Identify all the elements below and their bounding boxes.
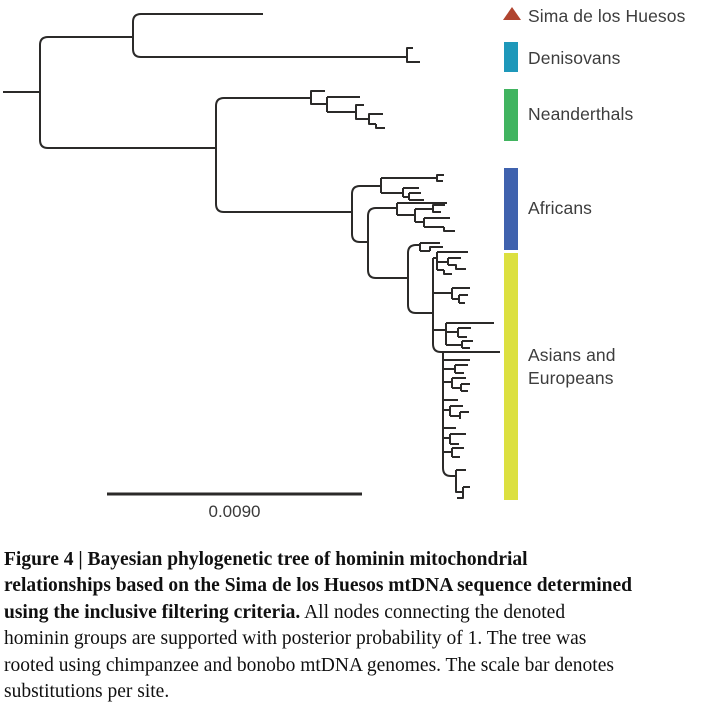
caption-bold-text: using the inclusive filtering criteria. [4,601,301,623]
legend-label-africans: Africans [528,198,593,218]
caption-line: Figure 4 | Bayesian phylogenetic tree of… [4,547,716,573]
denisovans-clade-bar [504,42,518,72]
african-clade [380,174,455,314]
caption-line: hominin groups are supported with poster… [4,626,716,652]
legend-label-sima: Sima de los Huesos [528,6,686,26]
eurasian-clade [432,251,500,499]
phylogenetic-tree [3,13,500,499]
tree-branches [3,13,500,499]
asians-europeans-clade-bar [504,253,518,500]
caption-line: using the inclusive filtering criteria. … [4,600,716,626]
figure-caption: Figure 4 | Bayesian phylogenetic tree of… [4,547,716,704]
caption-bold-text: relationships based on the Sima de los H… [4,575,633,597]
tree-skeleton [3,13,420,213]
legend-label-denisovans: Denisovans [528,48,621,68]
caption-text: All nodes connecting the denoted [300,601,566,623]
modern-human-skeleton [351,185,408,279]
caption-text: substitutions per site. [4,681,170,703]
caption-bold-text: Figure 4 | Bayesian phylogenetic tree of… [4,549,528,570]
scale-bar-value: 0.0090 [208,502,261,521]
africans-clade-bar [504,168,518,250]
caption-line: relationships based on the Sima de los H… [4,573,716,599]
neanderthals-clade-bar [504,89,518,141]
legend-label-neanderthals: Neanderthals [528,104,634,124]
figure-4-panel: Sima de los Huesos Denisovans Neandertha… [3,6,686,521]
sima-triangle-icon [503,7,521,20]
neanderthal-clade [310,90,385,129]
caption-line: rooted using chimpanzee and bonobo mtDNA… [4,653,716,679]
caption-text: rooted using chimpanzee and bonobo mtDNA… [4,654,614,676]
legend-label-asians-europeans: Asians and Europeans [528,345,616,388]
caption-line: substitutions per site. [4,679,716,704]
caption-text: hominin groups are supported with poster… [4,628,587,650]
